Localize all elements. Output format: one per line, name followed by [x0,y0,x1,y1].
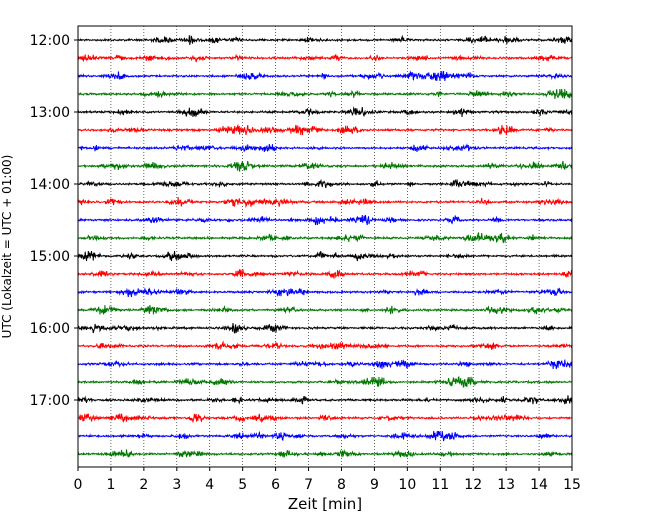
y-tick-label-1400: 14:00 [30,177,70,193]
x-tick-label-6: 6 [271,477,280,493]
trace-1200 [77,34,573,46]
x-tick-label-12: 12 [464,477,482,493]
x-tick-label-11: 11 [431,477,449,493]
trace-1700 [77,395,573,405]
x-tick-label-5: 5 [238,477,247,493]
trace-group [77,34,573,458]
x-tick-label-3: 3 [172,477,181,493]
y-tick-label-1200: 12:00 [30,33,70,49]
trace-1545 [77,304,573,315]
x-tick-label-8: 8 [337,477,346,493]
x-tick-label-9: 9 [370,477,379,493]
trace-1345 [77,160,573,173]
trace-1645 [77,375,573,388]
trace-1615 [77,340,573,351]
x-tick-label-15: 15 [563,477,581,493]
x-axis: 0 1 2 3 4 5 6 7 8 9 10 11 12 13 14 15 [74,467,581,493]
y-tick-label-1500: 15:00 [30,249,70,265]
x-tick-label-0: 0 [74,477,83,493]
trace-1315 [77,123,573,136]
x-tick-label-14: 14 [530,477,548,493]
trace-1715 [77,413,573,424]
y-axis: 12:00 13:00 14:00 15:00 16:00 17:00 [30,33,78,409]
trace-1415 [77,197,573,209]
y-tick-label-1300: 13:00 [30,105,70,121]
trace-1500 [77,250,573,262]
x-tick-label-2: 2 [139,477,148,493]
x-tick-label-1: 1 [106,477,115,493]
trace-1515 [77,268,573,279]
x-tick-label-10: 10 [398,477,416,493]
trace-1745 [77,449,573,458]
trace-1215 [77,53,573,63]
trace-1230 [77,70,573,82]
trace-1630 [77,359,573,370]
trace-1430 [77,214,573,226]
trace-1300 [77,106,573,118]
plot-frame [77,25,573,468]
x-tick-label-4: 4 [205,477,214,493]
y-axis-label: UTC (Lokalzeit = UTC + 01:00) [0,155,14,339]
y-tick-label-1700: 17:00 [30,393,70,409]
trace-1600 [77,322,573,334]
trace-1730 [77,430,573,442]
x-axis-label: Zeit [min] [288,495,362,513]
x-tick-label-7: 7 [304,477,313,493]
trace-1530 [77,287,573,298]
y-tick-label-1600: 16:00 [30,321,70,337]
trace-1400 [77,178,573,189]
trace-1330 [77,142,573,152]
x-tick-label-13: 13 [497,477,515,493]
trace-1245 [77,88,573,100]
trace-1445 [77,231,573,244]
